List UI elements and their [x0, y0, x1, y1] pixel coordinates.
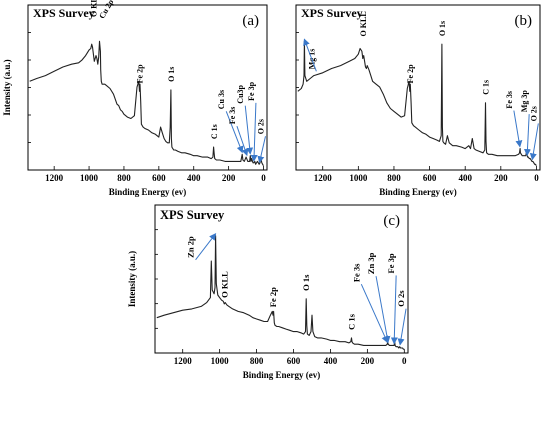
panel-b: 1200 1000 800 600 400 200 0 Binding Energy (ev)…: [295, 4, 541, 197]
x-tick-label: 1200: [314, 173, 333, 183]
x-tick-label: 600: [152, 173, 166, 183]
peak-label: Fe 2p: [268, 287, 278, 307]
y-axis-label: Intensity (a.u.): [127, 251, 137, 307]
x-tick-label: 0: [402, 356, 407, 366]
peak-arrow: [257, 136, 266, 164]
peak-label: Mg 3p: [520, 90, 529, 113]
x-tick-label: 200: [222, 173, 236, 183]
peak-label: Cu3p: [236, 84, 245, 103]
x-tick-label: 800: [250, 356, 264, 366]
peak-label: C 1s: [210, 124, 219, 139]
peak-label: Fe 2p: [406, 64, 415, 83]
peak-label: C 1s: [482, 80, 491, 95]
x-tick-label: 0: [534, 173, 539, 183]
peak-label: O 2s: [396, 290, 406, 307]
spectrum-line: [29, 40, 264, 166]
x-tick-label: 400: [324, 356, 338, 366]
panel-label: (b): [515, 13, 533, 29]
x-tick-label: 800: [387, 173, 401, 183]
panel-label: (a): [242, 13, 259, 29]
x-tick-label: 1200: [45, 173, 64, 183]
peak-label: O 1s: [301, 274, 311, 291]
peak-label: O 2s: [256, 119, 265, 134]
peak-label: O 1s: [167, 67, 176, 82]
peak-label: O 1s: [438, 21, 447, 36]
chart-title: XPS Survey: [301, 6, 363, 20]
spectrum-line: [156, 235, 405, 350]
chart-title: XPS Survey: [160, 208, 225, 222]
peak-arrow: [236, 125, 249, 157]
peak-arrow: [303, 38, 317, 72]
peak-label: Cu 2p: [97, 0, 115, 20]
peak-label: O 2s: [529, 106, 538, 121]
x-tick-label: 600: [287, 356, 301, 366]
x-tick-label: 1000: [211, 356, 230, 366]
x-tick-label: 400: [458, 173, 472, 183]
plot-frame: [295, 4, 541, 171]
plot-frame: [27, 4, 268, 171]
x-tick-label: 200: [494, 173, 508, 183]
x-tick-label: 400: [187, 173, 201, 183]
panel-c: 1200 1000 800 600 400 200 0 Binding Energy (ev)…: [127, 204, 409, 380]
peak-label: O KLL: [89, 0, 98, 17]
plot-frame: [154, 204, 409, 354]
y-axis-label: Intensity (a.u.): [2, 59, 12, 115]
peak-label: Zn 2p: [186, 236, 196, 258]
peak-label: Cu 3s: [217, 90, 226, 109]
peak-arrow: [529, 123, 539, 161]
x-tick-label: 600: [423, 173, 437, 183]
peak-label: Fe 3s: [228, 107, 237, 125]
peak-label: Fe 2p: [135, 64, 144, 83]
x-tick-label: 800: [117, 173, 131, 183]
peak-arrow: [225, 111, 244, 154]
peak-arrow: [250, 102, 258, 162]
x-tick-label: 1000: [80, 173, 99, 183]
panel-a: 1200 1000 800 600 400 200 0 Binding Energy (ev)…: [2, 0, 268, 197]
peak-label: Fe 3s: [505, 91, 514, 109]
peak-arrow: [360, 283, 389, 344]
x-tick-label: 0: [261, 173, 266, 183]
x-axis-label: Binding Energy (ev): [379, 187, 457, 197]
peak-arrow: [375, 276, 391, 344]
peak-arrow: [397, 308, 407, 346]
peak-label: Fe 3p: [247, 81, 256, 100]
peak-arrow: [513, 110, 523, 148]
peak-arrow: [244, 105, 254, 155]
peak-label: O KLL: [219, 271, 229, 298]
peak-label: Fe 3s: [351, 263, 361, 282]
peak-label: O KLL: [359, 11, 368, 36]
x-tick-label: 1200: [174, 356, 193, 366]
x-tick-label: 1000: [349, 173, 368, 183]
spectrum-line: [297, 40, 537, 166]
peak-arrow: [390, 275, 398, 345]
peak-label: Zn 3p: [366, 252, 376, 274]
peak-arrow: [195, 233, 217, 261]
panel-label: (c): [383, 213, 400, 229]
x-axis-label: Binding Energy (ev): [243, 370, 321, 380]
peak-label: C 1s: [347, 313, 357, 330]
peak-label: Fe 3p: [386, 253, 396, 273]
x-axis-label: Binding Energy (ev): [109, 187, 187, 197]
chart-title: XPS Survey: [33, 6, 95, 20]
x-tick-label: 200: [361, 356, 375, 366]
peak-arrow: [523, 114, 531, 157]
